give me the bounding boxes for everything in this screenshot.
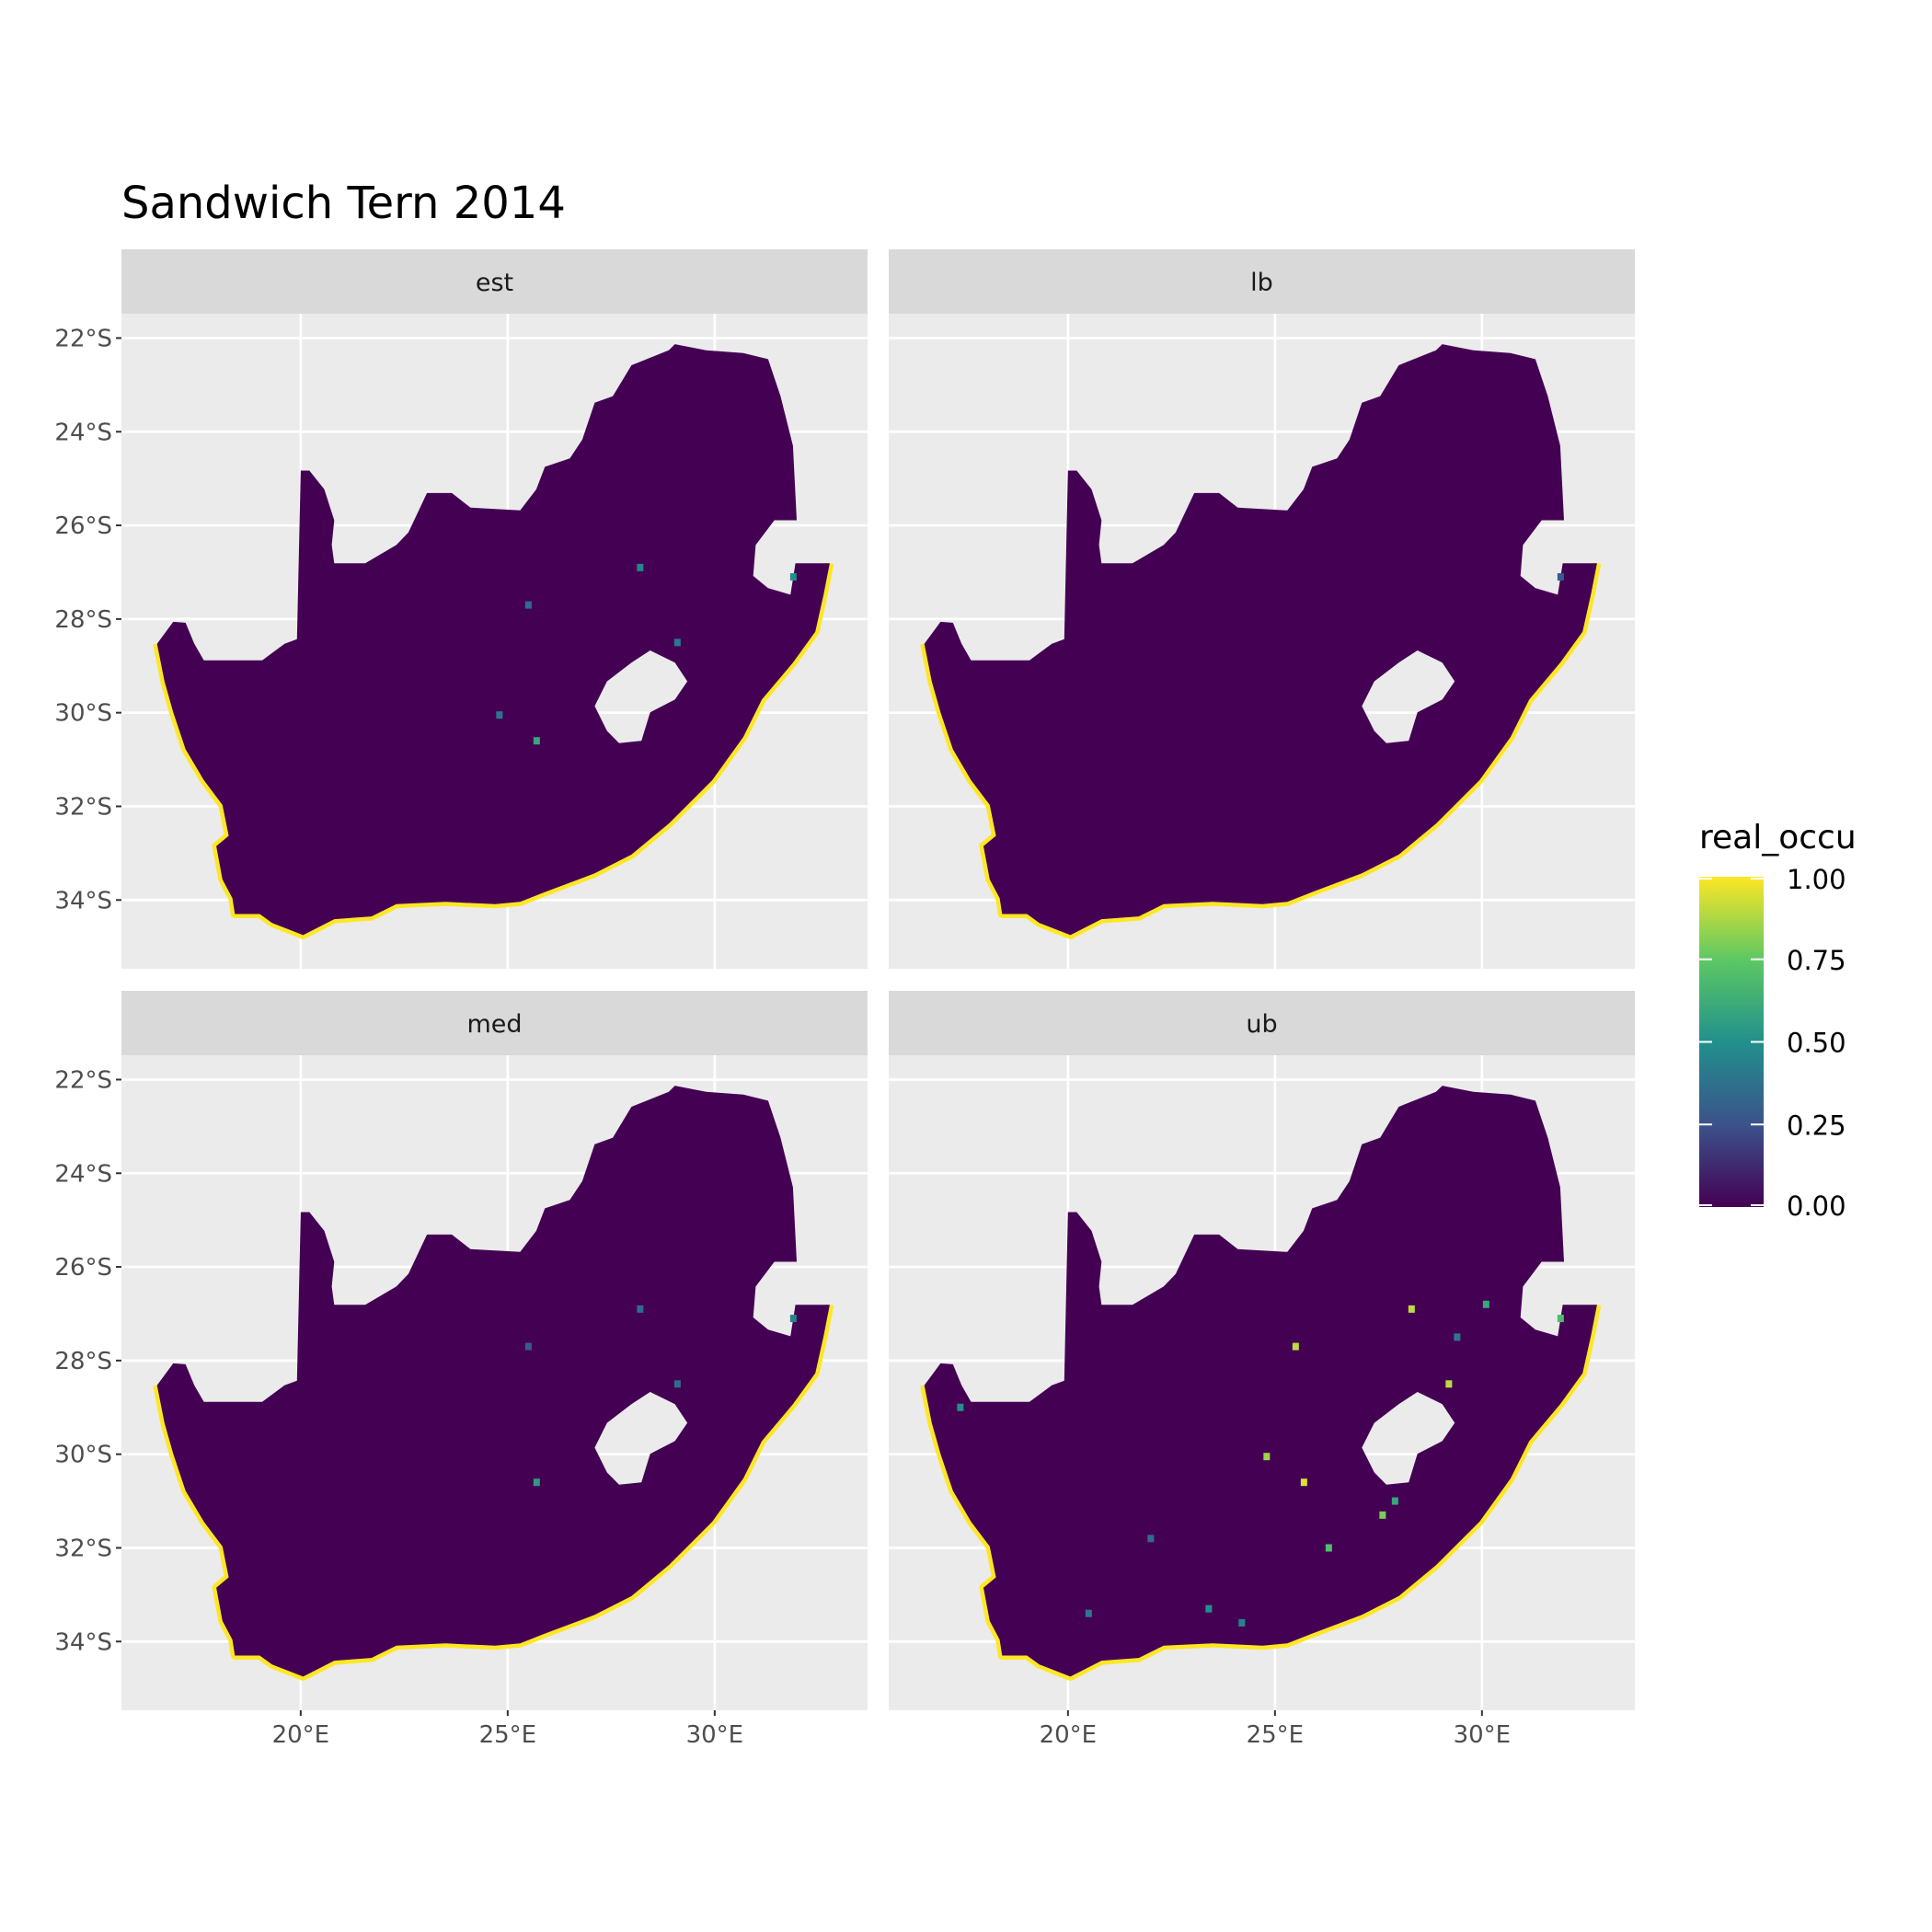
legend-tick-label: 0.00 [1787, 1190, 1846, 1222]
raster-cell [1147, 1535, 1155, 1543]
raster-cell [1292, 1342, 1299, 1351]
raster-cell [1391, 1497, 1398, 1505]
color-legend: real_occu 1.00 0.75 0.50 0.25 0.00 [1699, 819, 1857, 1222]
y-tick-label: 32°S [54, 1535, 112, 1562]
raster-cell [1454, 1333, 1461, 1341]
raster-cell [1557, 573, 1564, 581]
x-tick-label: 25°E [1247, 1721, 1305, 1749]
x-tick-label: 25°E [479, 1721, 537, 1749]
raster-cell [957, 1403, 964, 1411]
facet-strip-label: ub [1246, 1010, 1277, 1039]
raster-cell [1300, 1478, 1307, 1487]
legend-tick-label: 0.50 [1787, 1028, 1846, 1059]
occupancy-raster [156, 344, 830, 936]
raster-cell [789, 573, 797, 581]
x-tick-label: 30°E [686, 1721, 744, 1749]
raster-cell [789, 1315, 797, 1323]
raster-cell [1445, 1380, 1453, 1388]
legend-tick-label: 0.25 [1787, 1110, 1846, 1141]
facet-panels: est 22°S 24°S 26°S 28°S 30°S 32°S 34°S lb med 22°S… [54, 249, 1635, 1749]
raster-cell [1238, 1618, 1246, 1627]
x-tick-label: 20°E [272, 1721, 330, 1749]
raster-cell [524, 1342, 532, 1351]
facet-lb: lb [889, 249, 1635, 969]
raster-cell [637, 1305, 644, 1313]
facet-est: est 22°S 24°S 26°S 28°S 30°S 32°S 34°S [54, 249, 868, 969]
y-tick-label: 34°S [54, 1628, 112, 1656]
raster-cell [673, 1380, 681, 1388]
y-tick-label: 28°S [54, 606, 112, 634]
y-tick-label: 28°S [54, 1348, 112, 1375]
facet-strip-label: med [466, 1010, 522, 1039]
raster-cell [496, 711, 503, 719]
raster-cell [673, 638, 681, 647]
y-tick-label: 22°S [54, 325, 112, 352]
raster-cell [1325, 1544, 1332, 1552]
raster-cell [1085, 1609, 1092, 1617]
facet-strip-label: lb [1250, 269, 1273, 297]
raster-cell [1263, 1453, 1271, 1461]
raster-cell [533, 737, 540, 745]
y-tick-label: 24°S [54, 419, 112, 446]
occupancy-raster [156, 1086, 830, 1677]
facet-strip [121, 991, 868, 1055]
facet-strip-label: est [476, 269, 513, 297]
raster-cell [1557, 1315, 1564, 1323]
legend-title: real_occu [1699, 819, 1857, 857]
x-tick-label: 20°E [1040, 1721, 1098, 1749]
x-tick-label: 30°E [1454, 1721, 1512, 1749]
legend-tick-label: 1.00 [1787, 864, 1846, 895]
facet-ub: ub 20°E 25°E 30°E [889, 991, 1635, 1749]
facet-strip [889, 249, 1635, 314]
facet-strip [121, 249, 868, 314]
legend-tick-label: 0.75 [1787, 945, 1846, 976]
y-tick-label: 24°S [54, 1160, 112, 1188]
y-tick-label: 30°S [54, 1442, 112, 1469]
raster-cell [1482, 1300, 1489, 1308]
y-tick-label: 26°S [54, 512, 112, 540]
y-tick-label: 22°S [54, 1066, 112, 1094]
raster-cell [1408, 1305, 1415, 1313]
raster-cell [1205, 1604, 1213, 1613]
raster-cell [637, 563, 644, 571]
y-tick-label: 26°S [54, 1254, 112, 1282]
occupancy-raster [924, 344, 1597, 936]
y-tick-label: 32°S [54, 793, 112, 821]
chart-title: Sandwich Tern 2014 [121, 178, 566, 229]
occupancy-raster [924, 1086, 1597, 1677]
y-tick-label: 34°S [54, 887, 112, 914]
raster-cell [524, 601, 532, 609]
raster-cell [1379, 1511, 1386, 1519]
raster-cell [533, 1478, 540, 1487]
y-tick-label: 30°S [54, 700, 112, 728]
facet-med: med 22°S 24°S 26°S 28°S 30°S 32°S 34°S 20°E 25°E 3… [54, 991, 868, 1749]
facet-strip [889, 991, 1635, 1055]
